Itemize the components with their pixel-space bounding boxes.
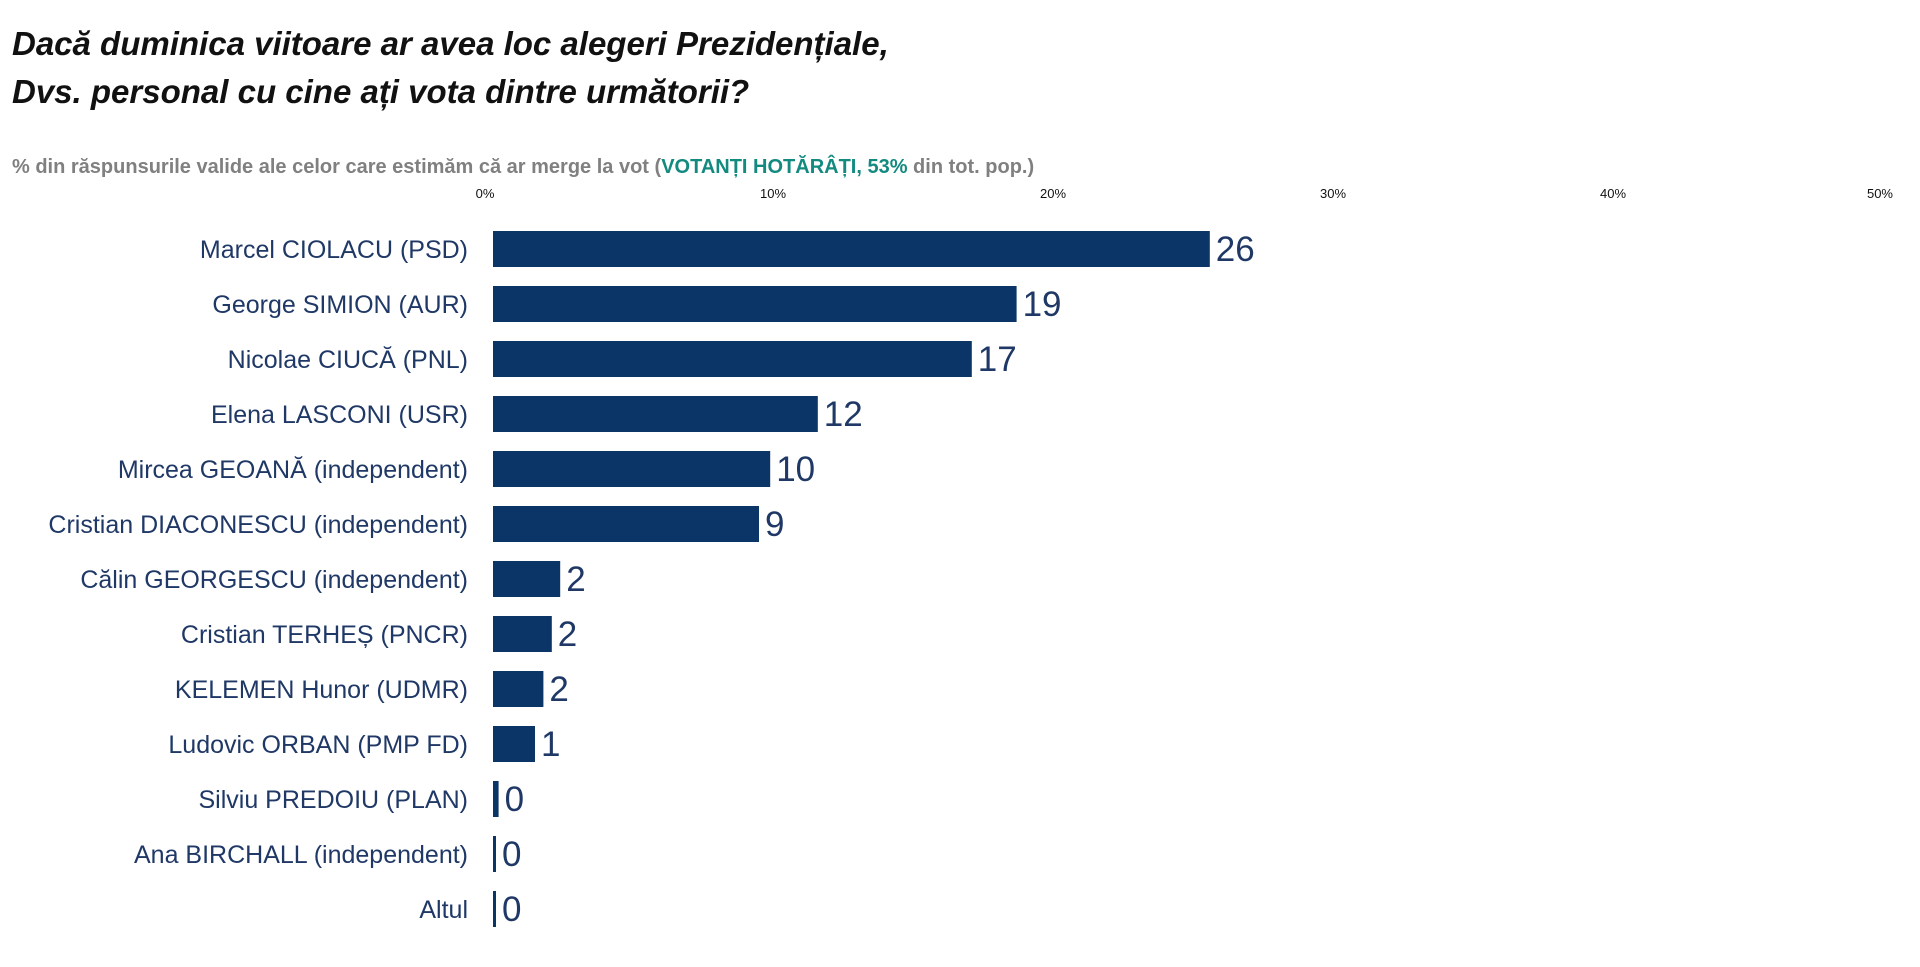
x-tick-label: 0%: [476, 186, 495, 201]
chart-title: Dacă duminica viitoare ar avea loc alege…: [12, 20, 889, 116]
bar: [493, 836, 496, 872]
data-label: 10: [776, 450, 815, 489]
data-label: 0: [502, 835, 521, 874]
x-tick-label: 10%: [760, 186, 786, 201]
subtitle-highlight: VOTANȚI HOTĂRÂȚI, 53%: [661, 156, 908, 178]
data-label: 26: [1216, 230, 1255, 269]
data-label: 0: [502, 890, 521, 929]
bar-chart: 0% 10% 20% 30% 40% 50% Marcel CIOLACU (PSD) 26 G…: [48, 186, 1893, 929]
data-label: 9: [765, 505, 784, 544]
category-label: KELEMEN Hunor (UDMR): [175, 676, 468, 704]
bar: [493, 616, 552, 652]
subtitle-text-before: % din răspunsurile valide ale celor care…: [12, 156, 662, 178]
bar: [493, 341, 972, 377]
category-label: Elena LASCONI (USR): [211, 401, 468, 429]
x-tick-label: 40%: [1600, 186, 1626, 201]
chart-title-line-2: Dvs. personal cu cine ați vota dintre ur…: [12, 73, 750, 110]
category-label: Călin GEORGESCU (independent): [80, 566, 468, 594]
category-label: Nicolae CIUCĂ (PNL): [228, 345, 468, 374]
chart-subtitle: % din răspunsurile valide ale celor care…: [12, 156, 1034, 179]
category-label: George SIMION (AUR): [212, 291, 468, 319]
category-label: Ludovic ORBAN (PMP FD): [168, 731, 468, 759]
bar: [493, 231, 1210, 267]
data-label: 17: [978, 340, 1017, 379]
x-tick-label: 20%: [1040, 186, 1066, 201]
bar: [493, 726, 535, 762]
data-label: 2: [558, 615, 577, 654]
category-label: Altul: [419, 896, 468, 924]
data-label: 0: [505, 780, 524, 819]
data-label: 12: [824, 395, 863, 434]
data-label: 1: [541, 725, 560, 764]
data-label: 19: [1023, 285, 1062, 324]
chart-title-line-1: Dacă duminica viitoare ar avea loc alege…: [12, 25, 889, 62]
category-label: Silviu PREDOIU (PLAN): [199, 786, 469, 814]
subtitle-text-after: din tot. pop.): [907, 156, 1035, 178]
category-label: Marcel CIOLACU (PSD): [200, 236, 468, 264]
data-label: 2: [549, 670, 568, 709]
bar: [493, 561, 561, 597]
bar: [493, 506, 759, 542]
x-tick-label: 30%: [1320, 186, 1346, 201]
category-label: Ana BIRCHALL (independent): [134, 841, 468, 869]
category-label: Cristian TERHEȘ (PNCR): [181, 621, 468, 649]
bar: [493, 396, 818, 432]
bar: [493, 286, 1017, 322]
bar: [493, 671, 544, 707]
bar: [493, 451, 771, 487]
category-label: Cristian DIACONESCU (independent): [48, 511, 468, 539]
x-tick-label: 50%: [1867, 186, 1893, 201]
bar: [493, 891, 496, 927]
category-label: Mircea GEOANĂ (independent): [118, 455, 468, 484]
bar: [493, 781, 499, 817]
data-label: 2: [566, 560, 585, 599]
